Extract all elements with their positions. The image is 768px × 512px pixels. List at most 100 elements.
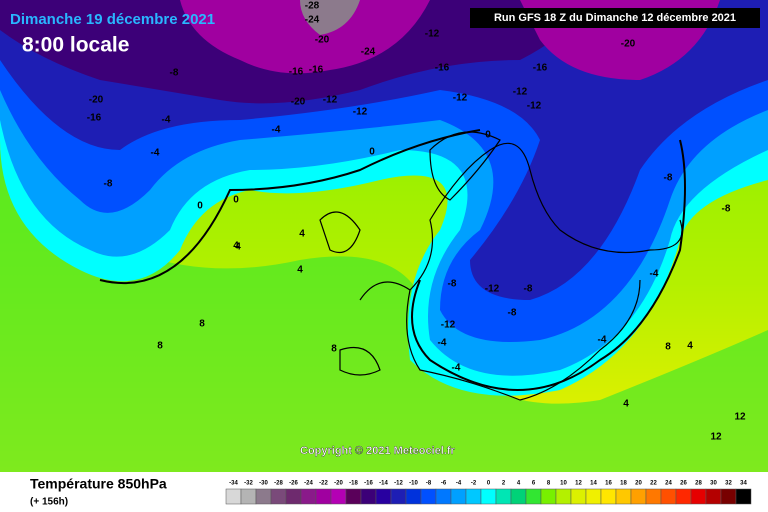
contour-label: -8: [508, 308, 517, 319]
legend-swatch: [660, 488, 677, 505]
legend-swatch: [690, 488, 707, 505]
legend-label: -18: [349, 481, 358, 487]
legend-swatch: [720, 488, 737, 505]
contour-label: -12: [513, 87, 528, 98]
legend-label: -34: [229, 481, 238, 487]
contour-label: -4: [452, 363, 461, 374]
legend-swatch: [555, 488, 572, 505]
legend-label: -16: [364, 481, 373, 487]
contour-label: 8: [157, 341, 163, 352]
legend-label: 32: [725, 481, 732, 487]
contour-label: -12: [353, 107, 368, 118]
legend-label: -20: [334, 481, 343, 487]
contour-labels: -28-24-20-24-12-20-16-20-16 -16-12-12-16-…: [87, 1, 746, 443]
contour-label: 8: [199, 319, 205, 330]
contour-label: -16: [289, 67, 304, 78]
legend-swatch: [615, 488, 632, 505]
contour-label: -8: [104, 179, 113, 190]
legend-swatch: [675, 488, 692, 505]
contour-label: -4: [650, 269, 659, 280]
legend-label: -12: [394, 481, 403, 487]
contour-label: 8: [665, 342, 671, 353]
legend-label: -6: [441, 481, 447, 487]
contour-label: 4: [623, 399, 629, 410]
contour-label: -20: [621, 39, 636, 50]
legend-label: 28: [695, 481, 702, 487]
contour-label: -12: [453, 93, 468, 104]
legend-label: -30: [259, 481, 268, 487]
legend-label: -4: [456, 481, 462, 487]
legend-label: 26: [680, 481, 687, 487]
contour-label: -8: [524, 284, 533, 295]
legend-label: 12: [575, 481, 582, 487]
contour-lines: [99, 129, 686, 391]
legend-swatch: [630, 488, 647, 505]
time: 8:00 locale: [22, 34, 129, 57]
contour-label: -4: [151, 148, 160, 159]
contour-label: -4: [272, 125, 281, 136]
legend-label: 16: [605, 481, 612, 487]
contour-label: -24: [305, 15, 320, 26]
legend-label: 30: [710, 481, 717, 487]
contour-label: 4: [233, 241, 239, 252]
contour-label: -4: [438, 338, 447, 349]
contour-label: -12: [425, 29, 440, 40]
legend-label: 8: [547, 481, 551, 487]
legend-swatch: [405, 488, 422, 505]
legend-swatch: [570, 488, 587, 505]
contour-label: 4: [299, 229, 305, 240]
run-info: Run GFS 18 Z du Dimanche 12 décembre 202…: [494, 12, 736, 24]
contour-label: -12: [527, 101, 542, 112]
contour-label: 4: [297, 265, 303, 276]
contour-label: -12: [441, 320, 456, 331]
legend-label: 14: [590, 481, 597, 487]
legend-label: -26: [289, 481, 298, 487]
legend-swatch: [510, 488, 527, 505]
contour-label: 0: [485, 130, 491, 141]
legend-label: -8: [426, 481, 432, 487]
legend-swatch: [735, 488, 752, 505]
contour-label: -12: [485, 284, 500, 295]
legend-label: 34: [740, 481, 747, 487]
date: Dimanche 19 décembre 2021: [10, 11, 215, 28]
legend-swatch: [270, 488, 287, 505]
contour-label: 4: [687, 341, 693, 352]
legend-label: 2: [502, 481, 506, 487]
legend-label: 18: [620, 481, 627, 487]
legend-label: -14: [379, 481, 388, 487]
legend-swatch: [240, 488, 257, 505]
contour-label: 4: [235, 242, 241, 253]
legend-swatch: [330, 488, 347, 505]
legend-swatch: [525, 488, 542, 505]
legend-swatch: [345, 488, 362, 505]
contour-label: -16: [309, 65, 324, 76]
legend-label: -28: [274, 481, 283, 487]
legend-swatch: [315, 488, 332, 505]
legend-label: -22: [319, 481, 328, 487]
legend-label: 6: [532, 481, 536, 487]
legend-swatch: [540, 488, 557, 505]
footer-title: Température 850hPa: [30, 476, 167, 492]
contour-label: -8: [722, 204, 731, 215]
contour-label: 8: [331, 344, 337, 355]
legend-label: -2: [471, 481, 477, 487]
contour-label: 0: [233, 195, 239, 206]
legend-label: 20: [635, 481, 642, 487]
legend-swatch: [480, 488, 497, 505]
contour-label: 12: [710, 432, 722, 443]
legend-swatch: [600, 488, 617, 505]
color-legend: -34 -32 -30 -28 -26 -24 -22 -20 -18 -16 -14 -12 -10-…: [225, 481, 752, 505]
contour-label: 0: [369, 147, 375, 158]
legend-swatch: [450, 488, 467, 505]
legend-swatch: [375, 488, 392, 505]
legend-label: 10: [560, 481, 567, 487]
contour-label: -8: [448, 279, 457, 290]
contour-label: -20: [291, 97, 306, 108]
legend-label: 22: [650, 481, 657, 487]
legend-swatch: [705, 488, 722, 505]
legend-label: 0: [487, 481, 491, 487]
contour-label: 12: [734, 412, 746, 423]
legend-label: -24: [304, 481, 313, 487]
contour-label: -28: [305, 1, 320, 12]
